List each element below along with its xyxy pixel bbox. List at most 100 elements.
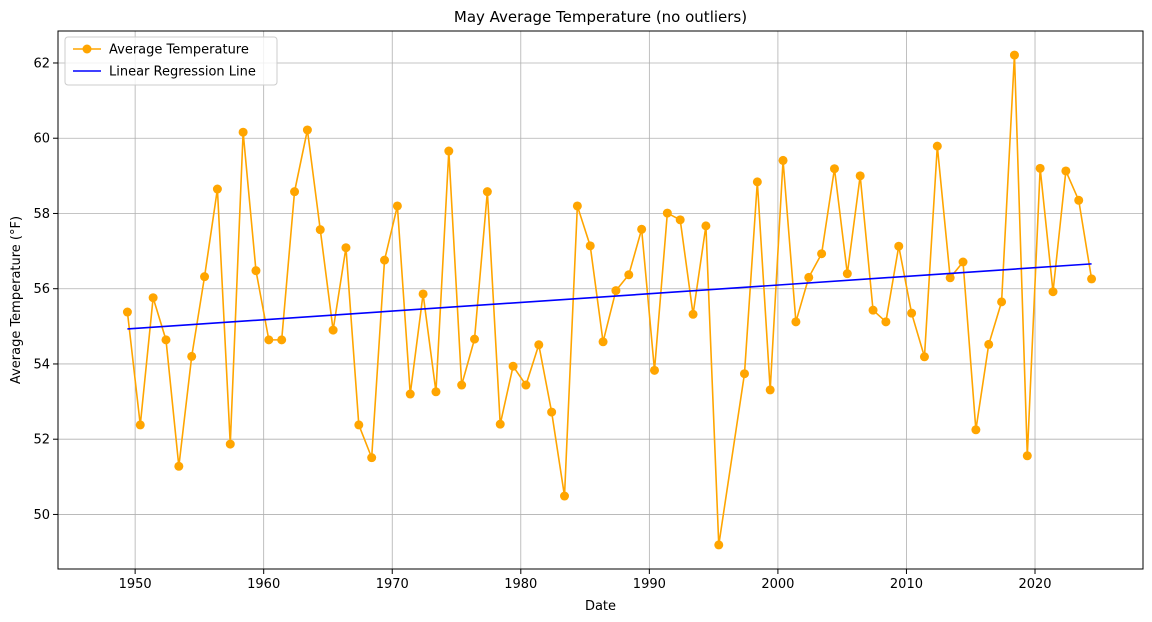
data-point <box>1048 287 1058 297</box>
data-point <box>868 305 878 315</box>
data-point <box>200 272 210 282</box>
data-point <box>637 224 647 234</box>
data-point <box>444 146 454 156</box>
data-point <box>135 420 145 430</box>
data-point <box>238 127 248 137</box>
legend-marker-average-temperature <box>82 44 92 54</box>
x-tick-label: 2000 <box>761 577 794 592</box>
x-tick-label: 1960 <box>247 577 280 592</box>
data-point <box>341 243 351 253</box>
data-point <box>290 187 300 197</box>
legend: Average Temperature Linear Regression Li… <box>64 36 278 86</box>
data-point <box>470 334 480 344</box>
data-point <box>611 286 621 296</box>
data-point <box>971 425 981 435</box>
data-point <box>122 307 132 317</box>
x-tick-label: 2020 <box>1018 577 1051 592</box>
x-tick-label: 1970 <box>376 577 409 592</box>
data-point <box>187 351 197 361</box>
data-point <box>560 491 569 501</box>
data-point <box>547 407 557 417</box>
data-point <box>534 340 544 350</box>
chart-title: May Average Temperature (no outliers) <box>454 8 747 26</box>
data-point <box>161 335 171 345</box>
data-point <box>315 225 325 235</box>
y-tick-label: 62 <box>33 56 50 71</box>
data-point <box>932 141 942 151</box>
data-point <box>907 308 917 318</box>
data-point <box>1035 163 1045 173</box>
data-point <box>148 293 158 303</box>
data-point <box>251 266 261 276</box>
data-point <box>1022 451 1032 461</box>
y-tick-label: 54 <box>33 357 50 372</box>
x-tick-label: 1990 <box>633 577 666 592</box>
data-point <box>277 335 287 345</box>
data-point <box>418 289 428 299</box>
data-point <box>791 317 801 327</box>
x-axis-label: Date <box>585 599 616 614</box>
data-point <box>894 241 904 251</box>
y-axis-label: Average Temperature (°F) <box>9 216 24 384</box>
data-point <box>752 177 762 187</box>
data-point <box>714 540 724 550</box>
data-point <box>1074 195 1084 205</box>
data-point <box>997 297 1007 307</box>
data-point <box>624 270 634 280</box>
data-point <box>482 187 492 197</box>
data-point <box>675 215 685 225</box>
data-point <box>508 361 518 371</box>
data-point <box>1061 166 1071 176</box>
y-axis-ticks: 50 52 54 56 58 60 62 <box>33 56 58 523</box>
data-point <box>354 420 364 430</box>
data-point <box>405 389 415 399</box>
data-point <box>804 272 814 282</box>
series-line-regression <box>127 263 1092 330</box>
data-point <box>984 339 994 349</box>
data-point <box>521 380 531 390</box>
x-tick-label: 1980 <box>504 577 537 592</box>
data-point <box>367 453 377 463</box>
data-point <box>817 249 827 259</box>
data-point <box>649 365 659 375</box>
data-point <box>739 369 749 379</box>
legend-box <box>64 36 278 86</box>
data-point <box>1087 274 1097 284</box>
data-point <box>778 155 788 165</box>
data-point <box>881 317 891 327</box>
data-point <box>945 273 955 283</box>
y-tick-label: 60 <box>33 132 50 147</box>
x-axis-ticks: 1950 1960 1970 1980 1990 2000 2010 2020 <box>119 569 1052 592</box>
data-point <box>662 208 672 218</box>
data-point <box>585 241 595 251</box>
data-point <box>598 337 608 347</box>
series-layer <box>122 50 1097 550</box>
data-point <box>495 419 505 429</box>
y-tick-label: 52 <box>33 433 50 448</box>
data-point <box>212 184 222 194</box>
data-point <box>174 461 184 471</box>
data-point <box>572 201 582 211</box>
data-point <box>264 335 274 345</box>
data-point <box>302 125 312 135</box>
series-line-average-temperature <box>126 55 1093 546</box>
data-point <box>958 257 968 267</box>
data-point <box>431 387 441 397</box>
data-point <box>225 439 235 449</box>
data-point <box>380 255 390 265</box>
y-tick-label: 56 <box>33 282 50 297</box>
y-tick-label: 50 <box>33 508 50 523</box>
data-point <box>1009 50 1019 60</box>
data-point <box>328 325 338 335</box>
data-point <box>765 385 775 395</box>
data-point <box>392 201 402 211</box>
data-point <box>688 309 698 319</box>
data-point <box>842 269 852 279</box>
plot-frame <box>57 30 1144 570</box>
grid-lines <box>58 31 1143 569</box>
x-tick-label: 1950 <box>119 577 152 592</box>
legend-label-regression: Linear Regression Line <box>109 65 256 80</box>
data-point <box>829 164 839 174</box>
y-tick-label: 58 <box>33 207 50 222</box>
